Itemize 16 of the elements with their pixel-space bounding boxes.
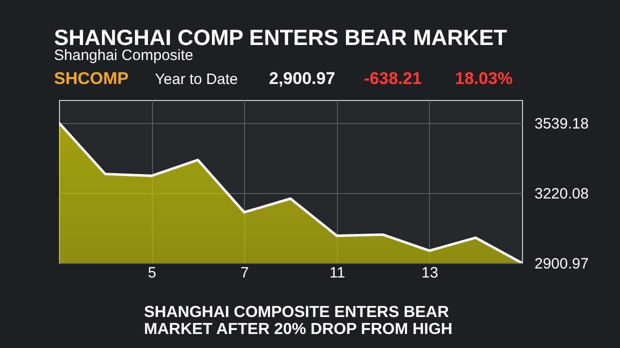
chart-title: SHANGHAI COMP ENTERS BEAR MARKET: [54, 25, 508, 50]
x-tick-label: 13: [422, 264, 438, 282]
text: 18.03%: [455, 69, 513, 88]
text: MARKET AFTER 20% DROP FROM HIGH: [144, 321, 452, 338]
text: Year to Date: [155, 71, 238, 88]
x-tick-label: 7: [240, 264, 249, 282]
text: SHANGHAI COMPOSITE ENTERS BEAR: [144, 304, 450, 321]
text: 2,900.97: [269, 69, 336, 88]
y-tick-label: 3220.08: [534, 185, 589, 202]
x-tick-label: 11: [330, 264, 346, 282]
text: SHCOMP: [54, 69, 129, 88]
y-tick-label: 2900.97: [534, 256, 589, 272]
chart-subtitle: Shanghai Composite: [54, 47, 194, 64]
y-tick-label: 3539.18: [534, 115, 589, 132]
x-tick-label: 5: [148, 264, 156, 282]
text: -638.21: [364, 69, 422, 88]
